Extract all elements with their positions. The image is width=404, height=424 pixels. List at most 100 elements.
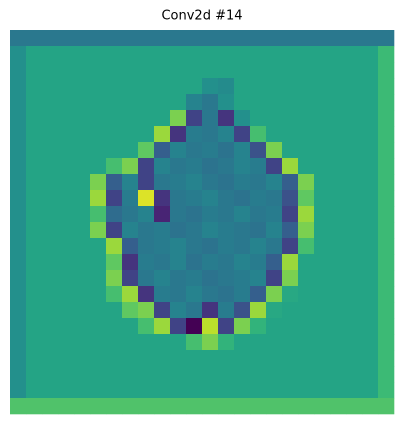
- cell: [186, 158, 203, 175]
- cell: [266, 302, 283, 319]
- cell: [346, 286, 363, 303]
- cell: [330, 398, 347, 415]
- cell: [202, 126, 219, 143]
- cell: [298, 110, 315, 127]
- cell: [218, 30, 235, 47]
- cell: [362, 270, 379, 287]
- cell: [58, 126, 75, 143]
- cell: [202, 206, 219, 223]
- cell: [362, 62, 379, 79]
- cell: [202, 254, 219, 271]
- cell: [42, 366, 59, 383]
- cell: [10, 190, 27, 207]
- cell: [154, 30, 171, 47]
- cell: [346, 62, 363, 79]
- cell: [218, 334, 235, 351]
- cell: [330, 126, 347, 143]
- cell: [234, 126, 251, 143]
- cell: [314, 334, 331, 351]
- cell: [314, 158, 331, 175]
- cell: [186, 318, 203, 335]
- cell: [122, 366, 139, 383]
- cell: [154, 254, 171, 271]
- cell: [362, 158, 379, 175]
- cell: [10, 158, 27, 175]
- cell: [58, 398, 75, 415]
- cell: [282, 318, 299, 335]
- cell: [42, 78, 59, 95]
- cell: [218, 206, 235, 223]
- cell: [170, 190, 187, 207]
- cell: [170, 398, 187, 415]
- cell: [74, 62, 91, 79]
- cell: [266, 126, 283, 143]
- cell: [106, 350, 123, 367]
- cell: [378, 206, 395, 223]
- cell: [154, 78, 171, 95]
- cell: [202, 174, 219, 191]
- cell: [138, 334, 155, 351]
- cell: [10, 174, 27, 191]
- cell: [282, 254, 299, 271]
- cell: [202, 270, 219, 287]
- cell: [122, 142, 139, 159]
- cell: [10, 254, 27, 271]
- cell: [202, 382, 219, 399]
- cell: [298, 126, 315, 143]
- cell: [26, 286, 43, 303]
- cell: [314, 398, 331, 415]
- cell: [58, 254, 75, 271]
- cell: [314, 254, 331, 271]
- cell: [346, 350, 363, 367]
- cell: [170, 158, 187, 175]
- cell: [74, 302, 91, 319]
- cell: [10, 270, 27, 287]
- cell: [26, 318, 43, 335]
- cell: [106, 238, 123, 255]
- cell: [282, 398, 299, 415]
- cell: [202, 286, 219, 303]
- cell: [346, 302, 363, 319]
- cell: [378, 382, 395, 399]
- cell: [218, 78, 235, 95]
- cell: [250, 110, 267, 127]
- cell: [330, 270, 347, 287]
- cell: [138, 222, 155, 239]
- cell: [314, 350, 331, 367]
- cell: [90, 206, 107, 223]
- cell: [26, 78, 43, 95]
- cell: [106, 270, 123, 287]
- cell: [26, 238, 43, 255]
- cell: [218, 254, 235, 271]
- cell: [346, 190, 363, 207]
- cell: [138, 318, 155, 335]
- cell: [170, 110, 187, 127]
- cell: [362, 110, 379, 127]
- cell: [282, 238, 299, 255]
- cell: [330, 254, 347, 271]
- cell: [186, 270, 203, 287]
- cell: [74, 350, 91, 367]
- cell: [58, 142, 75, 159]
- cell: [26, 398, 43, 415]
- cell: [154, 142, 171, 159]
- cell: [314, 270, 331, 287]
- cell: [138, 286, 155, 303]
- cell: [346, 366, 363, 383]
- cell: [378, 286, 395, 303]
- cell: [330, 158, 347, 175]
- cell: [138, 62, 155, 79]
- cell: [10, 318, 27, 335]
- cell: [138, 30, 155, 47]
- cell: [282, 382, 299, 399]
- cell: [298, 350, 315, 367]
- cell: [10, 350, 27, 367]
- heatmap: [10, 30, 395, 415]
- cell: [346, 46, 363, 63]
- cell: [74, 222, 91, 239]
- cell: [74, 270, 91, 287]
- cell: [314, 174, 331, 191]
- cell: [10, 110, 27, 127]
- cell: [314, 62, 331, 79]
- cell: [186, 46, 203, 63]
